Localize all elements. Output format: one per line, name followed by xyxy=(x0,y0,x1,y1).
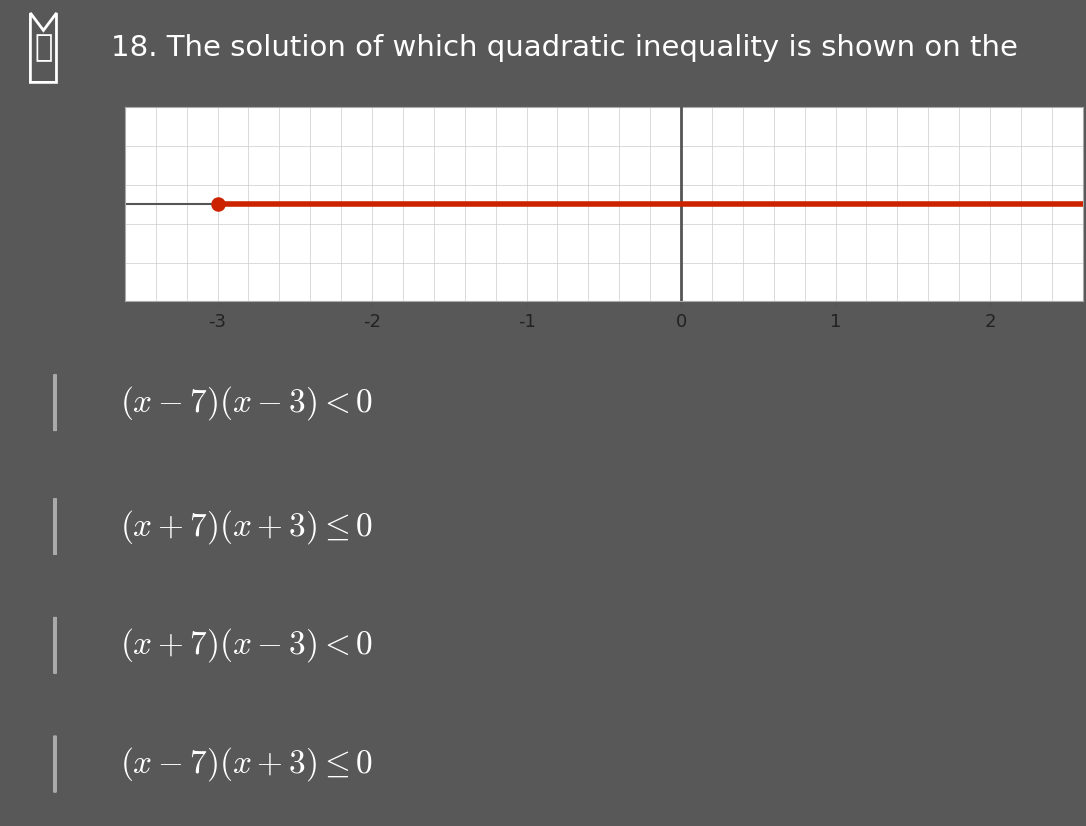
Text: $(x-7)(x-3)<0$: $(x-7)(x-3)<0$ xyxy=(119,384,374,421)
Text: $(x+7)(x-3)<0$: $(x+7)(x-3)<0$ xyxy=(119,626,374,664)
Text: $(x-7)(x+3)\leq 0$: $(x-7)(x+3)\leq 0$ xyxy=(119,745,374,783)
Point xyxy=(209,197,226,211)
Text: $(x+7)(x+3)\leq 0$: $(x+7)(x+3)\leq 0$ xyxy=(119,508,374,545)
Text: ⧅: ⧅ xyxy=(35,33,52,62)
Text: 18. The solution of which quadratic inequality is shown on the: 18. The solution of which quadratic ineq… xyxy=(111,34,1019,62)
